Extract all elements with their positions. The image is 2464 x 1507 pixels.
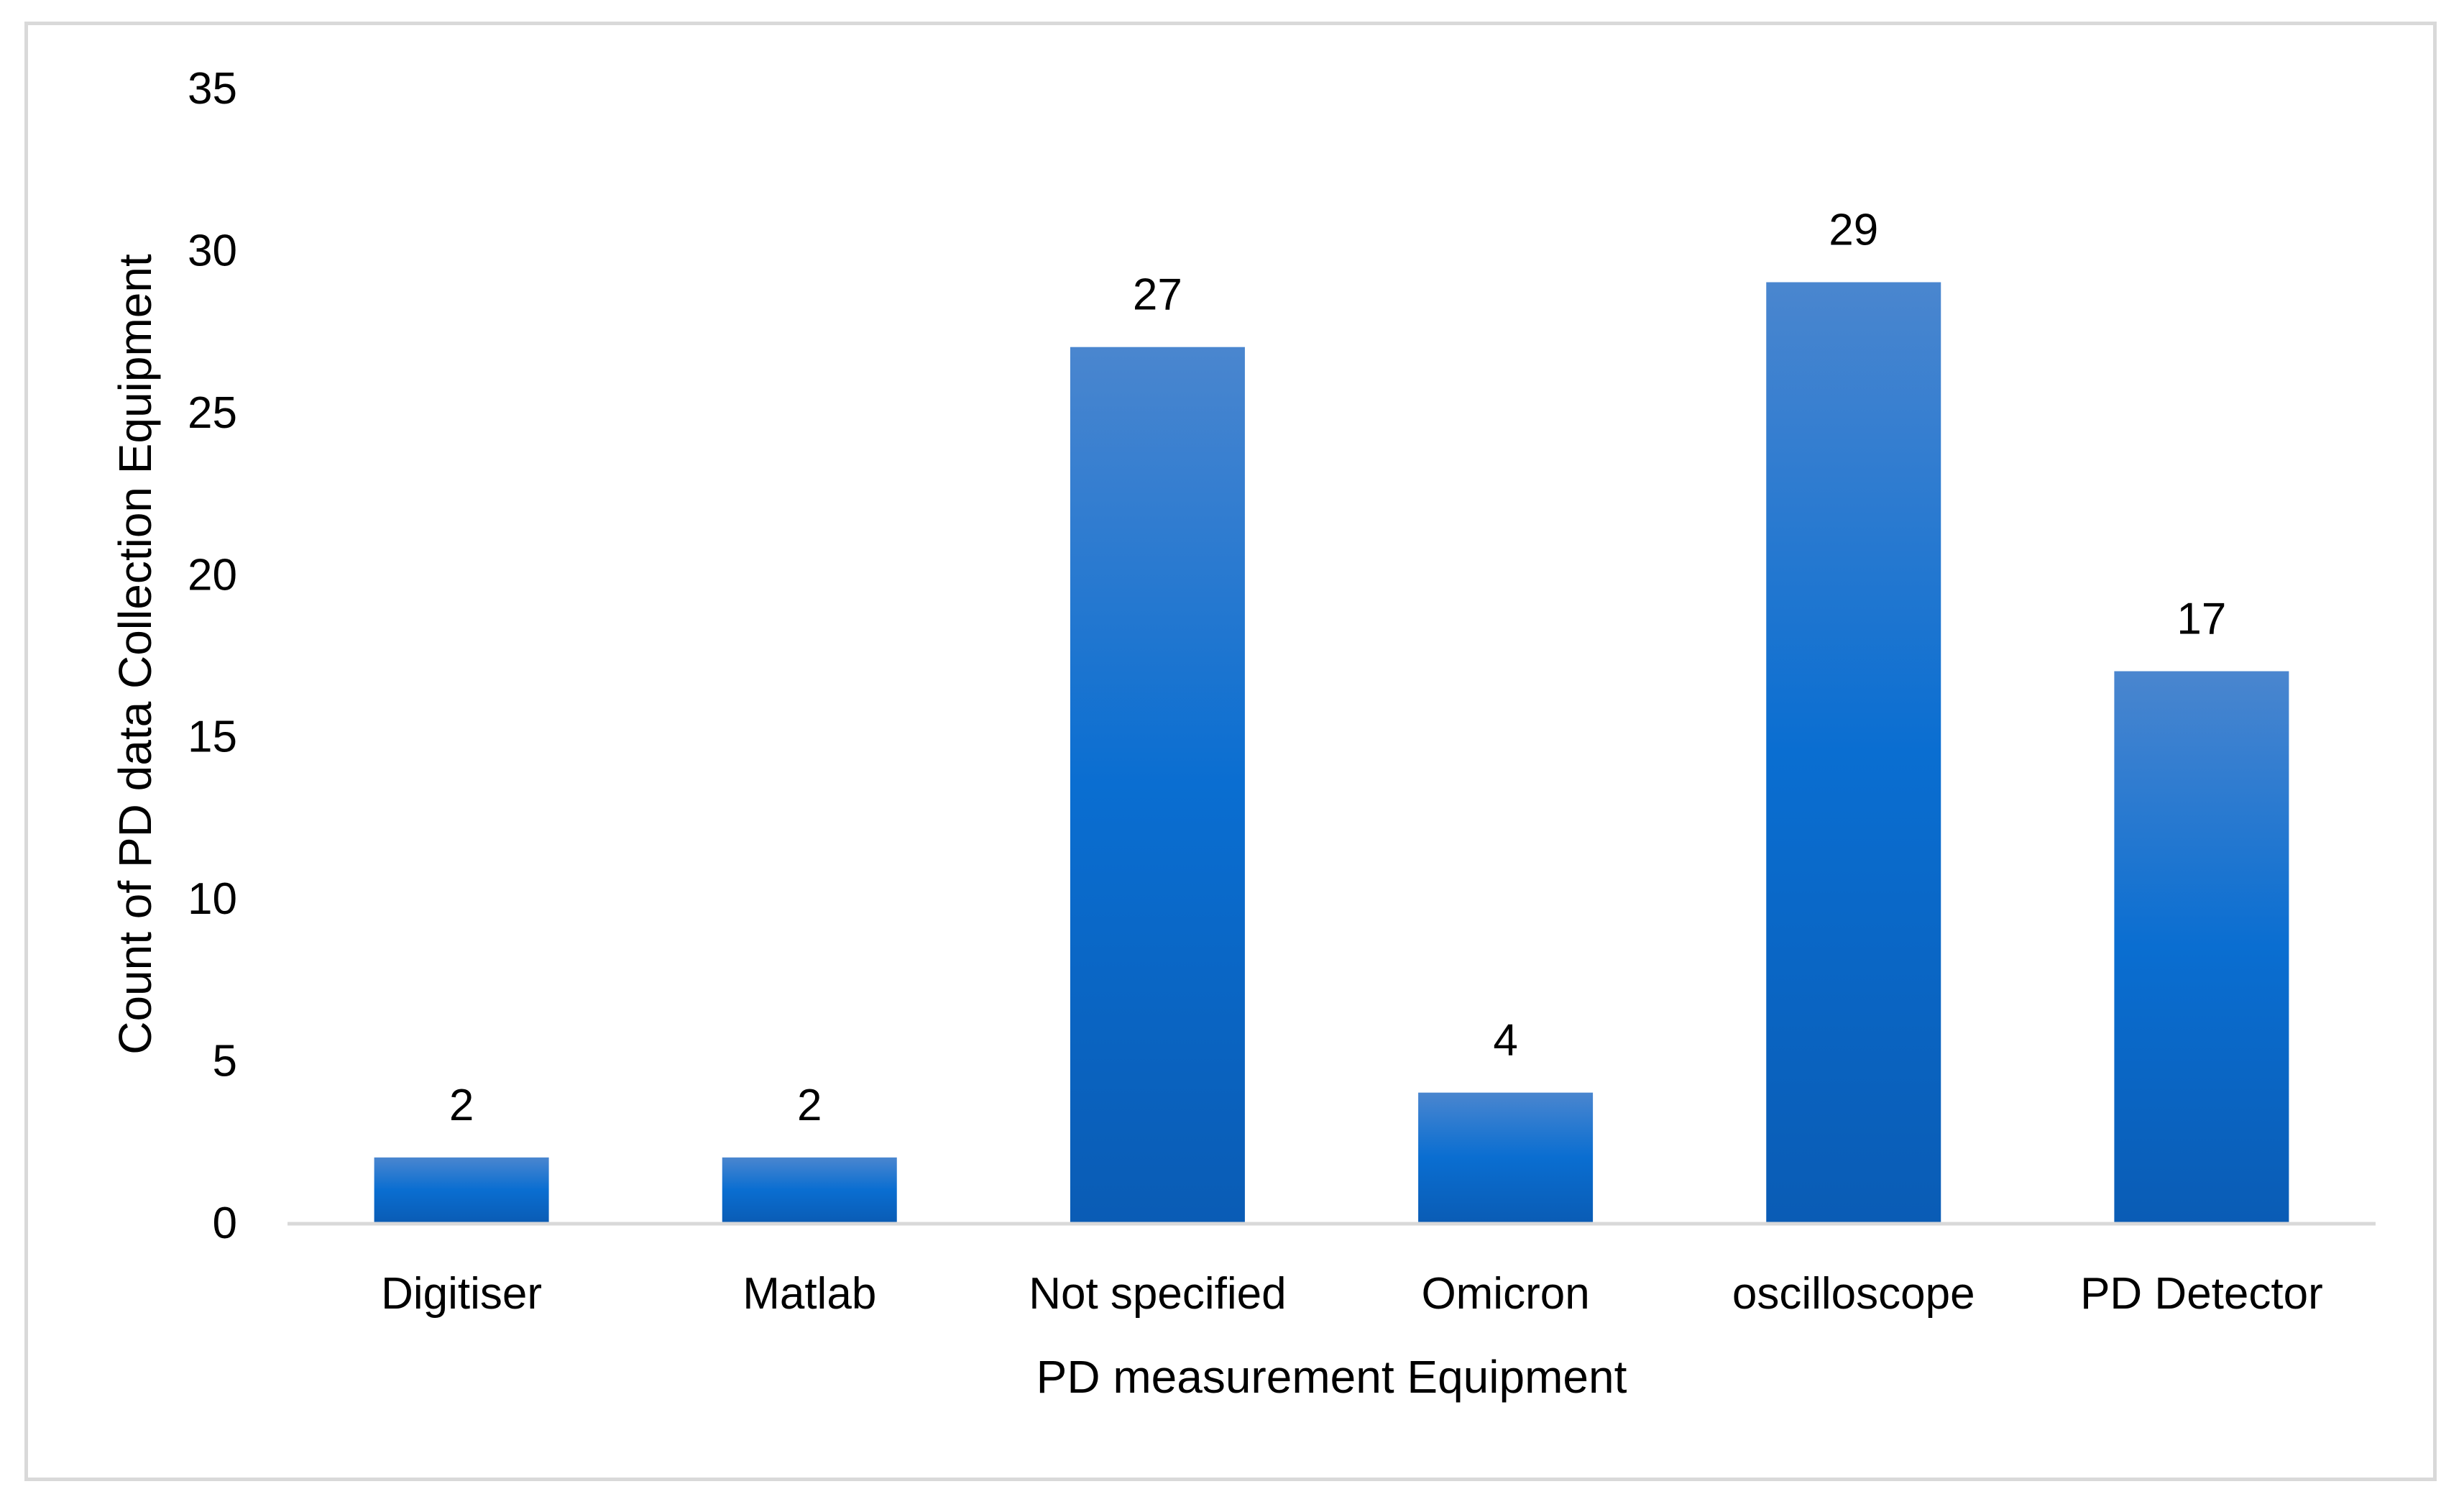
bar-data-label: 27: [1133, 270, 1182, 320]
y-tick-label: 20: [188, 550, 237, 600]
y-tick-label: 0: [213, 1199, 237, 1248]
x-axis-title: PD measurement Equipment: [1036, 1351, 1627, 1403]
bar-data-label: 4: [1493, 1016, 1517, 1066]
bar: [1766, 282, 1941, 1222]
x-axis-category-labels: Digitiser Matlab Not specified Omicron oscil…: [381, 1269, 2323, 1319]
x-category-label: Omicron: [1421, 1269, 1589, 1319]
bar: [2114, 671, 2289, 1222]
y-tick-label: 35: [188, 64, 237, 114]
bar-data-label: 2: [797, 1081, 822, 1130]
bars: [374, 282, 2289, 1223]
x-category-label: Matlab: [743, 1269, 876, 1319]
x-category-label: Digitiser: [381, 1269, 542, 1319]
bar-data-label: 17: [2176, 595, 2226, 644]
bar-data-label: 2: [449, 1081, 474, 1130]
bar: [722, 1157, 897, 1222]
x-category-label: PD Detector: [2080, 1269, 2323, 1319]
bar: [374, 1157, 549, 1222]
x-category-label: Not specified: [1029, 1269, 1286, 1319]
bar: [1070, 347, 1245, 1223]
y-tick-label: 25: [188, 388, 237, 438]
bar: [1418, 1092, 1594, 1222]
y-tick-label: 15: [188, 713, 237, 762]
y-axis-ticks: 0 5 10 15 20 25 30 35: [188, 64, 237, 1248]
data-labels: 2 2 27 4 29 17: [449, 206, 2227, 1130]
y-axis-title: Count of PD data Collection Equipment: [109, 254, 161, 1055]
y-tick-label: 5: [213, 1037, 237, 1086]
y-tick-label: 30: [188, 226, 237, 275]
bar-data-label: 29: [1829, 206, 1878, 255]
y-tick-label: 10: [188, 874, 237, 924]
x-category-label: oscilloscope: [1732, 1269, 1975, 1319]
